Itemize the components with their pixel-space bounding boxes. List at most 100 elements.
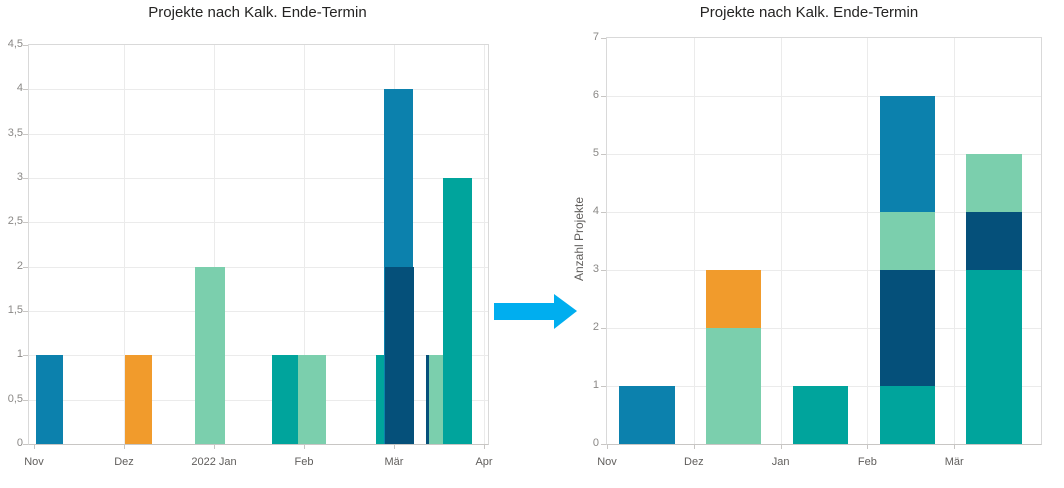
x-tick-mark <box>693 445 695 449</box>
y-tick-label: 1 <box>16 348 23 361</box>
y-tick-label: 6 <box>592 89 599 101</box>
gridline-h <box>29 89 488 91</box>
bar-navy[interactable] <box>385 266 414 444</box>
y-tick-label: 4 <box>592 205 599 217</box>
stack-segment-navy-Feb[interactable] <box>879 270 936 386</box>
y-tick-label: 0 <box>16 437 23 449</box>
y-tick-label: 4 <box>16 82 23 95</box>
y-tick-mark <box>23 178 28 179</box>
x-tick-label: Feb <box>857 456 877 468</box>
gridline-h <box>29 311 488 312</box>
y-tick-mark <box>23 45 28 46</box>
gridline-h <box>29 178 488 179</box>
arrow-right-icon <box>494 294 578 329</box>
x-tick-mark <box>607 445 608 449</box>
x-tick-mark <box>34 445 35 449</box>
stack-segment-mint-Feb[interactable] <box>879 212 936 270</box>
x-tick-mark <box>954 445 956 449</box>
y-tick-mark <box>23 355 28 357</box>
y-tick-mark <box>23 266 28 268</box>
stack-segment-navy-Mär[interactable] <box>966 212 1022 270</box>
y-tick-mark <box>601 38 606 39</box>
y-tick-label: 7 <box>592 31 599 43</box>
x-tick-label: Mär <box>384 456 404 468</box>
gridline-v <box>214 45 215 444</box>
y-tick-label: 2 <box>16 259 23 272</box>
y-tick-label: 0,5 <box>7 392 23 405</box>
bar-blue[interactable] <box>36 355 63 444</box>
y-tick-label: 5 <box>592 147 599 159</box>
y-tick-label: 3 <box>592 263 599 275</box>
y-tick-mark <box>23 444 28 445</box>
x-tick-label: Feb <box>294 456 314 468</box>
gridline-h <box>607 96 1041 97</box>
stack-segment-mint-Mär[interactable] <box>966 154 1022 212</box>
gridline-h <box>29 133 488 135</box>
x-tick-mark <box>124 445 125 449</box>
right-chart-plot-area: 0 1 2 3 4 5 6 7 Nov Dez Jan Feb Mär <box>593 31 1042 468</box>
y-tick-mark <box>23 311 28 312</box>
x-tick-label: Apr <box>475 456 493 468</box>
x-tick-label: Dez <box>684 456 704 468</box>
stack-segment-orange-Dez[interactable] <box>705 270 762 328</box>
y-tick-mark <box>23 133 28 135</box>
y-tick-mark <box>601 154 606 155</box>
bar-teal[interactable] <box>272 355 299 444</box>
stack-segment-teal-Mär[interactable] <box>966 270 1022 444</box>
stack-segment-teal-Feb[interactable] <box>879 386 936 444</box>
x-tick-label: Nov <box>24 456 44 468</box>
arrow-shaft <box>494 303 554 320</box>
y-tick-label: 3 <box>16 171 23 183</box>
x-tick-mark <box>394 445 395 449</box>
y-tick-mark <box>23 399 28 401</box>
y-tick-label: 2,5 <box>7 215 23 228</box>
left-chart-title: Projekte nach Kalk. Ende-Termin <box>148 4 367 21</box>
gridline-v <box>484 45 485 444</box>
y-tick-label: 2 <box>592 321 599 333</box>
y-tick-mark <box>601 444 606 445</box>
bar-mint[interactable] <box>195 266 225 444</box>
y-tick-mark <box>601 270 606 271</box>
left-chart-plot-area: 0 0,5 1 1,5 2 2,5 3 3,5 4 4,5 Nov Dez 2022 Jan Feb Mär… <box>8 38 493 468</box>
y-tick-mark <box>23 89 28 91</box>
x-tick-label: Jan <box>771 456 790 468</box>
x-tick-label: 2022 Jan <box>191 456 237 468</box>
gridline-h <box>29 222 488 224</box>
gridline-v <box>954 38 956 444</box>
x-tick-label: Mär <box>944 456 964 468</box>
x-tick-label: Dez <box>114 456 134 468</box>
stack-segment-blue-Feb[interactable] <box>879 96 936 212</box>
x-tick-label: Nov <box>597 456 617 468</box>
gridline-v <box>304 45 305 444</box>
bar-orange[interactable] <box>125 355 152 444</box>
gridline-h <box>607 154 1041 155</box>
stack-segment-mint-Dez[interactable] <box>705 328 762 444</box>
gridline-h <box>29 266 488 268</box>
stack-segment-blue-Nov[interactable] <box>619 386 675 444</box>
gridline-v <box>867 38 869 444</box>
gridline-h <box>607 212 1041 213</box>
gridline-h <box>29 399 488 401</box>
gridline-v <box>780 38 782 444</box>
gridline-v <box>124 45 125 444</box>
y-tick-label: 1,5 <box>7 304 23 316</box>
right-chart-title: Projekte nach Kalk. Ende-Termin <box>699 4 919 21</box>
gridline-h <box>607 328 1041 329</box>
bar-teal[interactable] <box>443 178 472 444</box>
y-tick-mark <box>601 328 606 329</box>
bar-mint[interactable] <box>298 355 326 444</box>
y-tick-mark <box>601 96 606 97</box>
gridline-h <box>29 355 488 357</box>
x-tick-mark <box>780 445 782 449</box>
x-tick-mark <box>304 445 305 449</box>
x-tick-mark <box>867 445 869 449</box>
gridline-v <box>693 38 695 444</box>
x-tick-mark <box>484 445 485 449</box>
y-tick-label: 0 <box>592 437 599 449</box>
y-tick-label: 4,5 <box>7 38 23 50</box>
y-tick-label: 3,5 <box>7 126 23 139</box>
arrow-head <box>554 294 577 329</box>
stack-segment-teal-Jan[interactable] <box>792 386 849 444</box>
gridline-h <box>607 270 1041 271</box>
